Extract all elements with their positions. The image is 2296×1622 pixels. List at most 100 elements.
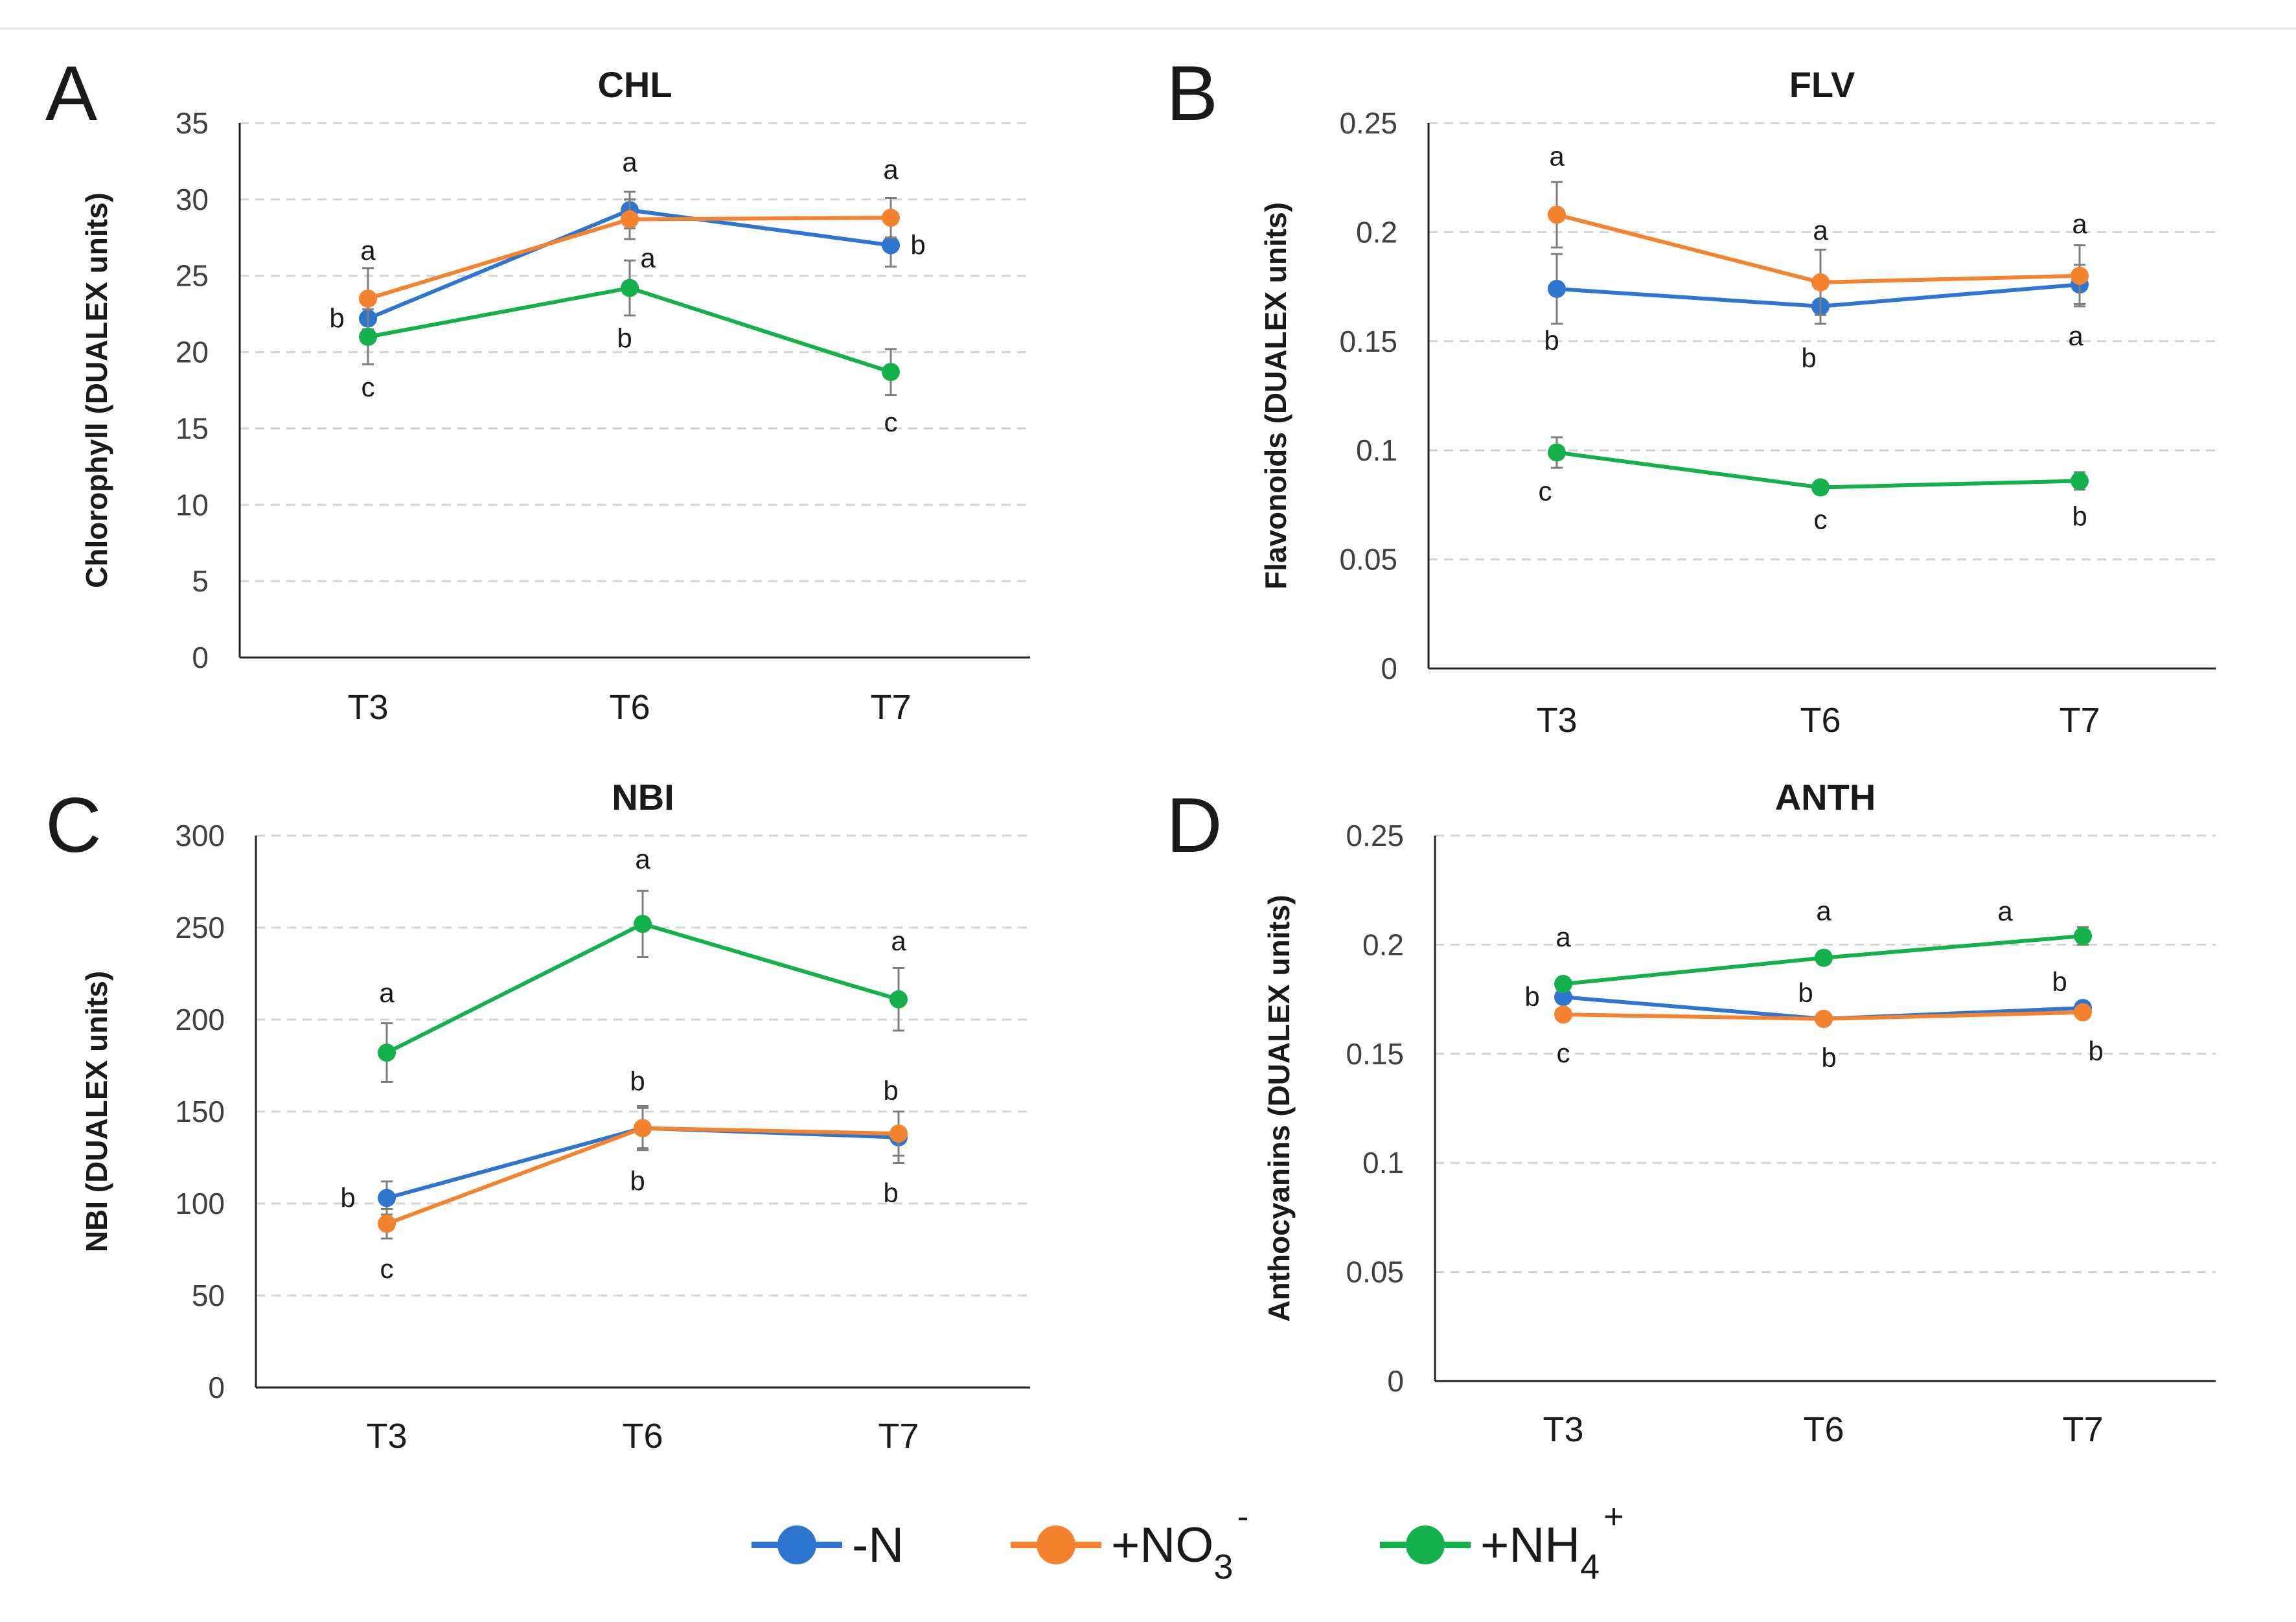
legend-label-text: -N <box>852 1518 904 1573</box>
x-tick-label: T7 <box>2059 701 2100 740</box>
x-tick-label: T6 <box>622 1417 663 1456</box>
data-point <box>1554 1005 1572 1024</box>
legend-item-nh4: +NH4+ <box>1380 1497 1624 1586</box>
legend-label-superscript: - <box>1237 1497 1248 1536</box>
significance-letter: c <box>884 407 898 437</box>
significance-letter: c <box>380 1253 394 1284</box>
series-n: b b b <box>340 1066 908 1216</box>
series-n: bba <box>1544 253 2089 373</box>
series-no3: c b b <box>378 1106 908 1284</box>
y-tick-label: 35 <box>176 106 209 140</box>
x-tick-label: T3 <box>347 688 388 727</box>
y-tick-label: 0.1 <box>1356 433 1397 467</box>
y-axis-label: Chlorophyll (DUALEX units) <box>80 192 113 588</box>
y-tick-label: 20 <box>176 336 209 369</box>
y-tick-label: 250 <box>175 911 225 944</box>
significance-letter: b <box>2072 501 2087 531</box>
significance-letter: b <box>2052 966 2067 997</box>
y-tick-label: 0.05 <box>1339 543 1397 577</box>
chart-panel-a: 0 5 10 15 20 25 30 35 T3 T6 T7 CHL A Chlorophyll (DUA… <box>45 50 1030 727</box>
significance-letter: b <box>340 1182 355 1213</box>
data-point <box>882 363 900 382</box>
legend-item-n: -N <box>752 1518 904 1573</box>
data-point <box>1548 443 1566 462</box>
data-point <box>359 290 377 308</box>
significance-letter: b <box>1798 977 1813 1008</box>
x-tick-label: T3 <box>1536 701 1577 740</box>
data-point <box>2071 266 2089 285</box>
x-tick-label: T3 <box>366 1417 407 1456</box>
y-axis-label: Anthocyanins (DUALEX units) <box>1262 895 1296 1321</box>
data-point <box>2074 1003 2092 1022</box>
significance-letter: a <box>891 926 906 956</box>
chart-title: ANTH <box>1775 777 1876 817</box>
significance-letter: b <box>883 1075 898 1106</box>
series-no3: a a a <box>359 154 900 330</box>
y-tick-label: 50 <box>192 1279 225 1312</box>
y-tick-label: 0 <box>208 1371 225 1404</box>
series-nh4: aaa <box>378 843 908 1084</box>
y-tick-label: 30 <box>176 183 209 216</box>
data-point <box>359 328 377 346</box>
significance-letter: a <box>1997 896 2013 926</box>
panel-letter: A <box>45 50 97 137</box>
y-tick-label: 0 <box>192 641 209 674</box>
legend-label-subscript: 3 <box>1213 1548 1233 1586</box>
data-point <box>882 236 900 255</box>
significance-letter: c <box>1539 476 1552 507</box>
data-point <box>2071 472 2089 490</box>
significance-letter: a <box>1549 141 1565 171</box>
significance-letter: a <box>1813 215 1828 246</box>
y-tick-label: 0.1 <box>1362 1146 1404 1180</box>
panel-letter: B <box>1166 50 1218 137</box>
y-tick-label: 0.25 <box>1346 819 1404 852</box>
significance-letter: b <box>2088 1036 2103 1066</box>
series-nh4: c b c <box>359 259 900 437</box>
y-axis-label: Flavonoids (DUALEX units) <box>1259 202 1292 589</box>
data-point <box>890 1125 908 1143</box>
legend-label-text: +NO <box>1111 1518 1213 1573</box>
legend-label-subscript: 4 <box>1580 1548 1600 1586</box>
y-tick-label: 5 <box>192 564 209 598</box>
y-tick-label: 25 <box>176 259 209 293</box>
y-tick-label: 0 <box>1381 652 1397 685</box>
legend-label: -N <box>852 1518 904 1573</box>
panel-letter: C <box>45 782 102 869</box>
series-n: b a b <box>329 146 926 344</box>
significance-letter: b <box>630 1066 645 1097</box>
y-tick-label: 300 <box>175 819 225 852</box>
significance-letter: b <box>329 303 344 334</box>
data-point <box>634 1119 652 1137</box>
data-point <box>378 1189 396 1207</box>
chart-panel-d: 0 0.05 0.1 0.15 0.2 0.25 T3 T6 T7 ANTH D Anthocyani… <box>1166 777 2216 1449</box>
data-point <box>378 1044 396 1062</box>
significance-letter: b <box>1821 1042 1836 1073</box>
x-tick-label: T7 <box>878 1417 919 1456</box>
significance-letter: a <box>640 243 656 273</box>
data-point <box>1548 279 1566 298</box>
data-point <box>621 279 639 297</box>
y-tick-label: 0.25 <box>1339 106 1397 140</box>
x-tick-label: T3 <box>1543 1410 1583 1449</box>
data-point <box>890 990 908 1009</box>
data-point <box>1811 273 1830 291</box>
data-point <box>1548 205 1566 224</box>
significance-letter: b <box>1524 981 1539 1012</box>
legend-label: +NO3- <box>1111 1497 1248 1586</box>
significance-letter: c <box>362 372 375 402</box>
significance-letter: a <box>635 843 650 874</box>
data-point <box>1554 988 1572 1007</box>
significance-letter: b <box>883 1178 898 1208</box>
significance-letter: a <box>1556 922 1571 952</box>
significance-letter: b <box>630 1166 645 1196</box>
charts-container: 0 5 10 15 20 25 30 35 T3 T6 T7 CHL A Chlorophyll (DUA… <box>45 50 2216 1456</box>
significance-letter: a <box>1816 896 1831 926</box>
chart-panel-b: 0 0.05 0.1 0.15 0.2 0.25 T3 T6 T7 FLV B Flavonoids … <box>1166 50 2216 740</box>
y-tick-label: 200 <box>175 1003 225 1036</box>
data-point <box>882 209 900 227</box>
y-tick-label: 0.05 <box>1346 1255 1404 1289</box>
significance-letter: b <box>1801 343 1816 373</box>
